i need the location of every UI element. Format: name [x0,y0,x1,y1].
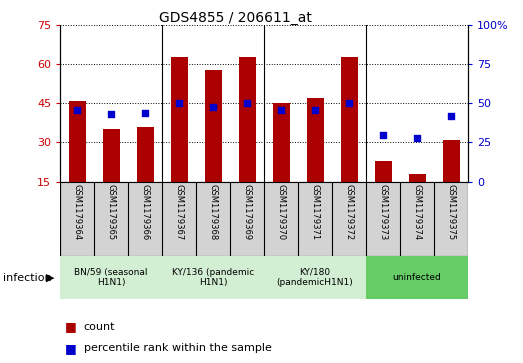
Bar [69,101,86,182]
Text: GSM1179372: GSM1179372 [345,184,354,240]
Bar [434,182,468,256]
Bar [170,57,188,182]
Point [107,111,116,117]
Point [141,110,150,116]
Text: GSM1179364: GSM1179364 [73,184,82,240]
Point [413,135,422,141]
Text: ■: ■ [65,320,77,333]
Bar [366,182,400,256]
Bar [238,57,256,182]
Bar [137,127,154,182]
Bar [230,182,264,256]
Bar [340,57,358,182]
Bar [400,182,434,256]
Text: BN/59 (seasonal
H1N1): BN/59 (seasonal H1N1) [74,268,148,287]
Bar [196,182,230,256]
Bar [442,140,460,182]
Bar [306,98,324,182]
Point [379,132,388,138]
Point [277,107,286,113]
Bar [366,256,468,299]
Text: GSM1179366: GSM1179366 [141,184,150,240]
Bar [204,70,222,182]
Text: count: count [84,322,115,332]
Bar [264,182,298,256]
Bar [60,182,94,256]
Bar [332,182,366,256]
Bar [94,182,128,256]
Bar [60,256,162,299]
Text: infection: infection [3,273,51,283]
Bar [264,256,366,299]
Point [73,107,82,113]
Text: GSM1179375: GSM1179375 [447,184,456,240]
Bar [408,174,426,182]
Text: percentile rank within the sample: percentile rank within the sample [84,343,271,354]
Text: GSM1179371: GSM1179371 [311,184,320,240]
Bar [374,161,392,182]
Text: GSM1179374: GSM1179374 [413,184,422,240]
Point [175,101,184,106]
Text: ▶: ▶ [47,273,55,283]
Point [447,113,456,119]
Text: GSM1179367: GSM1179367 [175,184,184,240]
Text: GDS4855 / 206611_at: GDS4855 / 206611_at [159,11,312,25]
Text: GSM1179373: GSM1179373 [379,184,388,240]
Bar [162,182,196,256]
Text: uninfected: uninfected [393,273,441,282]
Bar [128,182,162,256]
Text: GSM1179365: GSM1179365 [107,184,116,240]
Bar [272,103,290,182]
Text: ■: ■ [65,342,77,355]
Point [209,104,218,110]
Text: KY/136 (pandemic
H1N1): KY/136 (pandemic H1N1) [172,268,254,287]
Text: GSM1179370: GSM1179370 [277,184,286,240]
Bar [103,130,120,182]
Bar [162,256,264,299]
Point [345,101,354,106]
Text: GSM1179368: GSM1179368 [209,184,218,240]
Text: KY/180
(pandemicH1N1): KY/180 (pandemicH1N1) [277,268,354,287]
Point [243,101,252,106]
Point [311,107,320,113]
Bar [298,182,332,256]
Text: GSM1179369: GSM1179369 [243,184,252,240]
